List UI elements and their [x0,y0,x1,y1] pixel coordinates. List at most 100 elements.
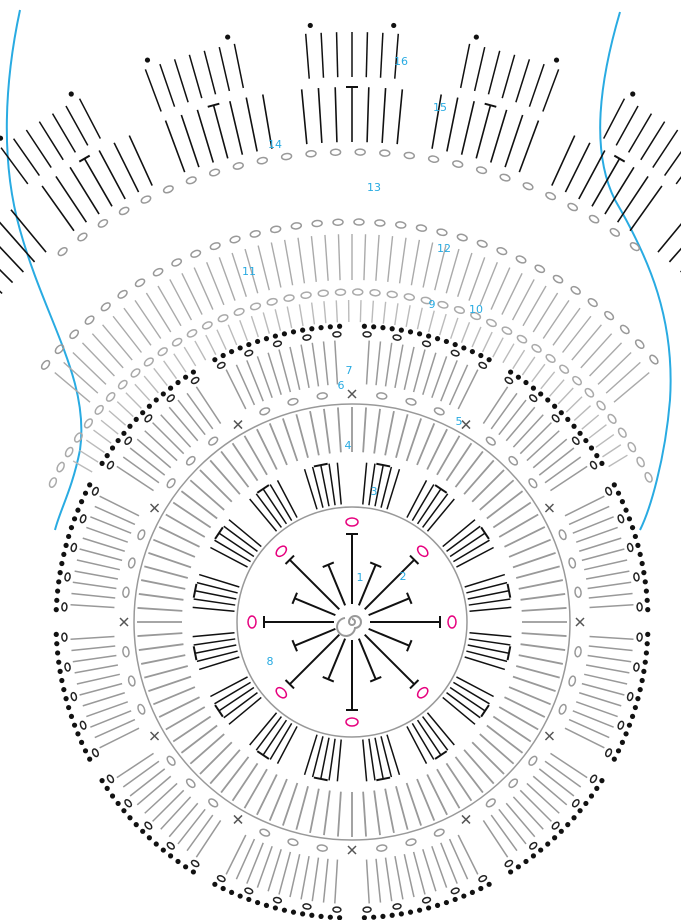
chain [405,838,416,846]
stitch [301,856,309,899]
row-number: 9 [429,298,436,311]
picot-dot [620,740,625,745]
stitch [109,411,126,425]
picot-dot [105,786,110,791]
stitch [310,411,319,455]
picot-dot [54,632,59,637]
picot-dot [134,822,139,827]
chain [558,529,567,541]
fan-stitch [230,101,243,155]
chain [551,821,560,830]
picot-dot [417,908,422,913]
picot-dot [175,859,180,864]
chain [527,755,538,767]
stitch [93,430,111,443]
chain [233,307,244,316]
chain-accent [346,718,358,726]
picot-dot [116,801,121,806]
stitch [80,684,123,695]
stitch [137,608,182,611]
stitch [458,253,472,297]
chain [486,318,498,328]
stitch [483,332,493,352]
stitch [123,457,159,483]
fan-stitch [475,47,485,91]
picot-dot [640,561,645,566]
picot-dot [58,570,63,575]
chain [105,391,116,402]
fan-stitch [329,739,335,781]
fan-top [215,527,223,539]
picot-dot [640,678,645,683]
chain [56,461,66,473]
picot-dot [399,328,404,333]
stitch [137,439,171,468]
stitch [376,341,380,385]
stitch [480,734,514,764]
chain [529,841,538,850]
stitch [586,665,629,673]
row-number: 2 [400,570,407,583]
picot-dot [191,369,196,374]
chain [605,748,613,757]
stitch [404,854,414,897]
single-crochet [151,504,159,512]
chain [128,557,136,568]
chain [281,153,292,160]
chain [70,543,77,552]
chain [244,887,253,895]
stitch [395,303,398,325]
stitch [383,302,385,324]
stitch [483,387,507,424]
picot-dot [58,669,63,674]
chain [233,162,244,170]
stitch [324,301,326,323]
chain [629,241,641,252]
stitch [196,820,220,857]
stitch [240,320,248,341]
chain [504,376,513,385]
picot-dot [645,632,650,637]
spoke [328,639,345,680]
picot-dot [221,886,226,891]
chain [477,239,488,248]
chain [48,477,58,489]
fan-top [376,778,390,781]
stitch [590,343,622,376]
spoke [365,560,414,609]
stitch [92,334,123,368]
spoke [369,629,410,646]
chain [306,150,316,157]
fan-stitch [70,167,99,214]
stitch [169,407,198,441]
picot-dot [291,910,296,915]
stitch [144,666,187,678]
stitch [523,286,546,326]
stitch [200,470,232,502]
picot-dot [643,660,648,665]
picot-dot [72,516,77,521]
chain [589,774,598,783]
chain [648,354,659,365]
stitch [519,655,563,664]
row-number: 7 [346,364,353,377]
fan-top [435,485,447,493]
picot-dot [426,333,431,338]
picot-dot [140,410,145,415]
picot-dot [87,757,92,762]
picot-dot [571,424,576,429]
picot-dot [644,650,649,655]
fan-top [215,705,223,717]
picot-dot [627,723,632,728]
picot-dot [61,687,66,692]
fan-top [481,527,489,539]
fan-stitch [516,59,530,102]
fan-stitch [0,232,23,272]
stitch [533,293,557,332]
stitch [589,425,606,438]
chain [571,375,582,386]
stitch [487,725,523,752]
fan-stitch [366,32,367,77]
stitch [190,734,224,764]
stitch [283,783,297,826]
